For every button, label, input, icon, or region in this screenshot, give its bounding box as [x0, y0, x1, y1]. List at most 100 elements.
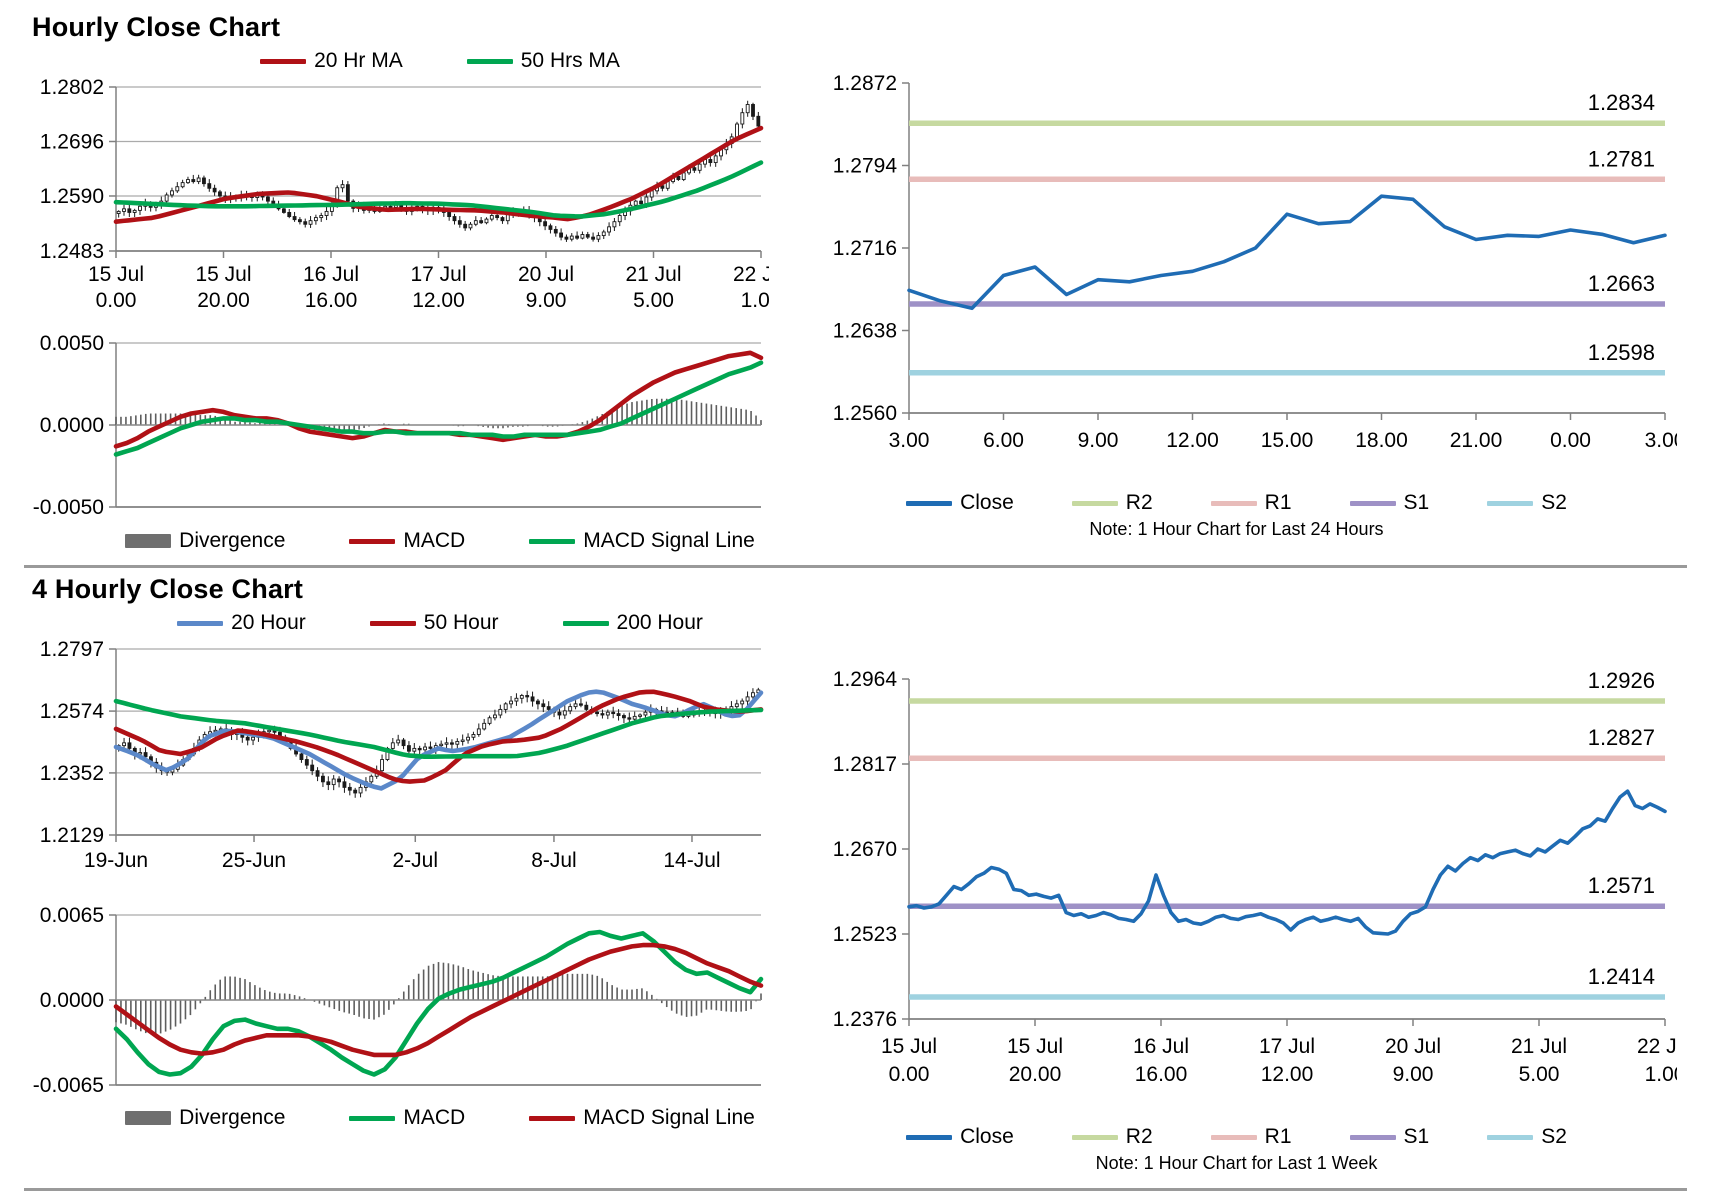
close-line-swatch — [906, 500, 953, 506]
hourly-macd-legend: Divergence MACD MACD Signal Line — [94, 529, 786, 553]
svg-text:0.0050: 0.0050 — [40, 332, 104, 355]
svg-text:1.2129: 1.2129 — [40, 824, 104, 847]
r2-line-swatch — [1071, 500, 1118, 506]
svg-text:16.00: 16.00 — [305, 289, 358, 312]
svg-text:19-Jun: 19-Jun — [84, 849, 148, 872]
svg-text:22 Jul: 22 Jul — [733, 263, 769, 286]
svg-text:21 Jul: 21 Jul — [1510, 1035, 1566, 1058]
four-hourly-levels-chart: 1.2376 1.2523 1.2670 1.2817 1.2964 15 Jul 0.00… — [832, 668, 1676, 1086]
hourly-section: 20 Hr MA 50 Hrs MA 1.2483 1.2590 1.2696 1.2… — [24, 47, 1687, 555]
legend-label: 200 Hour — [616, 611, 703, 634]
four-hourly-left-column: 20 Hour 50 Hour 200 Hour 1.2129 1.2352 1.2… — [24, 609, 786, 1132]
legend-label: 50 Hrs MA — [520, 49, 620, 72]
legend-item-s1: S1 — [1349, 1125, 1430, 1149]
svg-text:12.00: 12.00 — [412, 289, 465, 312]
s1-line-swatch — [1349, 500, 1396, 506]
legend-label: Close — [960, 1125, 1014, 1148]
svg-text:2-Jul: 2-Jul — [393, 849, 439, 872]
four-hourly-levels-legend: Close R2 R1 S1 S2 — [906, 1125, 1567, 1149]
r1-line-swatch — [1210, 1134, 1257, 1140]
four-hourly-price-legend: 20 Hour 50 Hour 200 Hour — [94, 611, 786, 635]
svg-text:9.00: 9.00 — [526, 289, 567, 312]
legend-label: Divergence — [179, 529, 286, 552]
svg-text:20 Jul: 20 Jul — [518, 263, 574, 286]
section-divider — [24, 565, 1687, 568]
svg-text:12.00: 12.00 — [1260, 1063, 1313, 1086]
svg-text:1.00: 1.00 — [1644, 1063, 1676, 1086]
svg-text:1.2794: 1.2794 — [832, 155, 897, 178]
legend-label: Divergence — [179, 1106, 286, 1129]
legend-item-r1: R1 — [1210, 491, 1292, 515]
svg-text:1.2926: 1.2926 — [1587, 668, 1654, 693]
svg-text:15 Jul: 15 Jul — [88, 263, 144, 286]
svg-text:15 Jul: 15 Jul — [195, 263, 251, 286]
svg-text:1.2781: 1.2781 — [1587, 146, 1654, 171]
legend-label: R1 — [1264, 491, 1292, 514]
svg-text:1.2571: 1.2571 — [1587, 873, 1654, 898]
legend-label: MACD Signal Line — [583, 529, 755, 552]
svg-text:0.00: 0.00 — [1550, 429, 1591, 452]
ma50-line-swatch — [466, 58, 513, 64]
legend-label: S2 — [1541, 491, 1567, 514]
svg-text:9.00: 9.00 — [1077, 429, 1118, 452]
svg-text:1.2590: 1.2590 — [40, 185, 104, 208]
hourly-price-chart: 1.2483 1.2590 1.2696 1.2802 15 Jul 0.00 15 Jul… — [40, 76, 769, 312]
svg-text:1.2414: 1.2414 — [1587, 964, 1654, 989]
legend-label: MACD Signal Line — [583, 1106, 755, 1129]
svg-text:1.00: 1.00 — [741, 289, 769, 312]
svg-text:-0.0065: -0.0065 — [33, 1074, 104, 1097]
legend-item-50hr-ma: 50 Hrs MA — [466, 49, 620, 73]
svg-text:1.2696: 1.2696 — [40, 130, 104, 153]
svg-text:1.2376: 1.2376 — [832, 1008, 896, 1031]
svg-text:1.2872: 1.2872 — [832, 72, 896, 95]
hourly-levels-chart: 1.2560 1.2638 1.2716 1.2794 1.2872 3.00 6.00 9.… — [832, 72, 1676, 452]
legend-item-20hour: 20 Hour — [177, 611, 306, 635]
svg-text:1.2663: 1.2663 — [1587, 271, 1654, 296]
svg-text:1.2834: 1.2834 — [1587, 90, 1654, 115]
svg-text:1.2638: 1.2638 — [832, 320, 896, 343]
svg-text:1.2802: 1.2802 — [40, 76, 104, 99]
svg-text:1.2716: 1.2716 — [832, 237, 896, 260]
legend-item-s2: S2 — [1487, 491, 1567, 515]
svg-text:1.2560: 1.2560 — [832, 402, 896, 425]
s1-line-swatch — [1349, 1134, 1396, 1140]
svg-text:5.00: 5.00 — [1518, 1063, 1559, 1086]
legend-item-200hour: 200 Hour — [562, 611, 703, 635]
hourly-right-column: 1.2560 1.2638 1.2716 1.2794 1.2872 3.00 6.00 9.… — [786, 47, 1687, 540]
svg-text:0.00: 0.00 — [96, 289, 137, 312]
legend-label: S2 — [1541, 1125, 1567, 1148]
ma200h-line-swatch — [562, 620, 609, 626]
svg-text:1.2827: 1.2827 — [1587, 725, 1654, 750]
r2-line-swatch — [1071, 1134, 1118, 1140]
svg-text:16.00: 16.00 — [1134, 1063, 1187, 1086]
divergence-swatch — [125, 534, 172, 548]
legend-label: R2 — [1125, 491, 1153, 514]
r1-line-swatch — [1210, 500, 1257, 506]
svg-text:18.00: 18.00 — [1355, 429, 1408, 452]
divergence-swatch — [125, 1111, 172, 1125]
svg-text:21 Jul: 21 Jul — [625, 263, 681, 286]
legend-item-close: Close — [906, 491, 1014, 515]
four-hourly-price-chart: 1.2129 1.2352 1.2574 1.2797 19-Jun 25-Jun 2-Ju… — [40, 638, 764, 872]
macd-signal-swatch — [529, 538, 576, 544]
svg-text:6.00: 6.00 — [983, 429, 1024, 452]
four-hourly-levels-note: Note: 1 Hour Chart for Last 1 Week — [1095, 1153, 1378, 1173]
close-line-swatch — [906, 1134, 953, 1140]
legend-label: S1 — [1403, 491, 1430, 514]
four-hourly-right-column: 1.2376 1.2523 1.2670 1.2817 1.2964 15 Jul 0.00… — [786, 609, 1687, 1174]
svg-text:3.00: 3.00 — [1644, 429, 1676, 452]
legend-item-close: Close — [906, 1125, 1014, 1149]
svg-text:5.00: 5.00 — [633, 289, 674, 312]
four-hourly-section: 20 Hour 50 Hour 200 Hour 1.2129 1.2352 1.2… — [24, 609, 1687, 1174]
macd-line-swatch — [349, 1115, 396, 1121]
legend-label: S1 — [1403, 1125, 1430, 1148]
legend-label: MACD — [403, 1106, 466, 1129]
legend-item-r2: R2 — [1071, 1125, 1153, 1149]
svg-text:20 Jul: 20 Jul — [1384, 1035, 1440, 1058]
legend-item-macd: MACD — [349, 529, 465, 553]
svg-text:17 Jul: 17 Jul — [1258, 1035, 1314, 1058]
svg-text:20.00: 20.00 — [197, 289, 250, 312]
four-hourly-section-title: 4 Hourly Close Chart — [32, 574, 304, 604]
svg-text:15 Jul: 15 Jul — [880, 1035, 936, 1058]
